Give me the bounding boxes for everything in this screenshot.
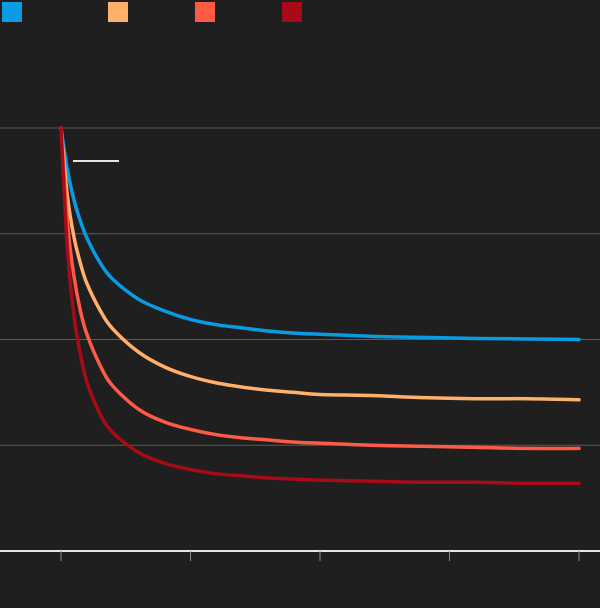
legend-swatch-red — [195, 2, 215, 22]
series-line-0 — [59, 126, 581, 342]
x-axis — [0, 550, 600, 561]
legend-swatch-orange — [108, 2, 128, 22]
series-line-3 — [59, 126, 581, 486]
legend-swatch-darkred — [282, 2, 302, 22]
legend-swatch-blue — [2, 2, 22, 22]
legend-item — [108, 2, 134, 22]
legend-item — [282, 2, 308, 22]
legend-item — [195, 2, 221, 22]
series-lines — [59, 126, 581, 486]
series-line-1 — [59, 126, 581, 402]
legend-item — [2, 2, 28, 22]
series-line-2 — [59, 126, 581, 451]
chart-legend — [0, 0, 600, 30]
